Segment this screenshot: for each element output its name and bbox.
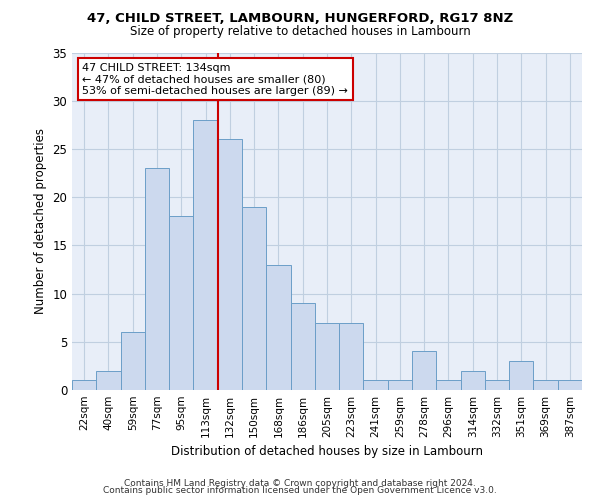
Bar — [412, 352, 436, 390]
Bar — [339, 322, 364, 390]
Bar — [193, 120, 218, 390]
Bar — [169, 216, 193, 390]
Bar — [315, 322, 339, 390]
Bar — [485, 380, 509, 390]
Text: Contains public sector information licensed under the Open Government Licence v3: Contains public sector information licen… — [103, 486, 497, 495]
Bar — [290, 303, 315, 390]
Bar — [461, 370, 485, 390]
Bar — [242, 207, 266, 390]
Text: 47 CHILD STREET: 134sqm
← 47% of detached houses are smaller (80)
53% of semi-de: 47 CHILD STREET: 134sqm ← 47% of detache… — [82, 62, 348, 96]
Bar — [96, 370, 121, 390]
Bar — [364, 380, 388, 390]
Bar — [388, 380, 412, 390]
X-axis label: Distribution of detached houses by size in Lambourn: Distribution of detached houses by size … — [171, 446, 483, 458]
Bar — [509, 361, 533, 390]
Bar — [266, 264, 290, 390]
Bar — [558, 380, 582, 390]
Bar — [533, 380, 558, 390]
Text: Contains HM Land Registry data © Crown copyright and database right 2024.: Contains HM Land Registry data © Crown c… — [124, 478, 476, 488]
Y-axis label: Number of detached properties: Number of detached properties — [34, 128, 47, 314]
Bar — [121, 332, 145, 390]
Text: 47, CHILD STREET, LAMBOURN, HUNGERFORD, RG17 8NZ: 47, CHILD STREET, LAMBOURN, HUNGERFORD, … — [87, 12, 513, 26]
Bar — [145, 168, 169, 390]
Bar — [436, 380, 461, 390]
Bar — [218, 140, 242, 390]
Bar — [72, 380, 96, 390]
Text: Size of property relative to detached houses in Lambourn: Size of property relative to detached ho… — [130, 25, 470, 38]
